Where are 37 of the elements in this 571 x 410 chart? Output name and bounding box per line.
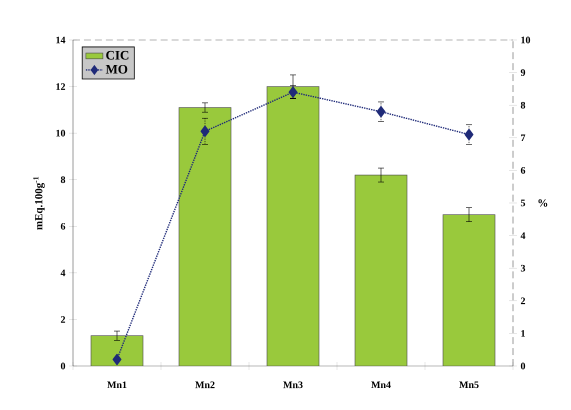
y-tick-label: 0 bbox=[60, 362, 66, 370]
y2-tick-label: 6 bbox=[520, 167, 526, 174]
point bbox=[200, 126, 210, 137]
x-tick-label: Mn1 bbox=[107, 381, 126, 388]
y-tick-label: 6 bbox=[60, 222, 66, 230]
y2-tick-label: 10 bbox=[521, 36, 530, 44]
y2-tick-label: 3 bbox=[520, 264, 526, 272]
y2-axis-title: % bbox=[538, 199, 548, 207]
y-tick-label: 10 bbox=[56, 130, 66, 136]
y2-tick-label: 5 bbox=[520, 200, 526, 206]
y2-tick-label: 7 bbox=[521, 134, 526, 142]
x-tick-label: Mn2 bbox=[195, 381, 215, 388]
y2-tick-label: 4 bbox=[520, 232, 526, 239]
y2-tick-label: 2 bbox=[520, 298, 526, 304]
bar bbox=[442, 214, 496, 366]
y2-tick-label: 1 bbox=[521, 330, 525, 337]
point bbox=[112, 354, 122, 366]
y-axis-title: mEq.100g$^{-1}$ bbox=[33, 176, 45, 230]
bar bbox=[91, 336, 143, 366]
legend-label: MO bbox=[106, 64, 128, 74]
y2-tick-label: 9 bbox=[520, 69, 526, 76]
x-tick-label: Mn3 bbox=[283, 381, 303, 388]
bar bbox=[355, 175, 407, 366]
y2-tick-label: 0 bbox=[520, 362, 526, 370]
point bbox=[464, 128, 474, 140]
y2-tick-label: 8 bbox=[520, 102, 526, 109]
legend-label: CIC bbox=[106, 50, 128, 60]
x-tick-label: Mn4 bbox=[371, 381, 391, 388]
bar bbox=[179, 108, 231, 366]
x-tick-label: Mn5 bbox=[459, 381, 479, 388]
y-tick-label: 4 bbox=[60, 270, 66, 276]
bar bbox=[267, 86, 319, 366]
y-tick-label: 2 bbox=[60, 316, 66, 323]
y-tick-label: 8 bbox=[60, 176, 66, 184]
y-tick-label: 14 bbox=[56, 36, 66, 44]
point bbox=[376, 106, 386, 118]
y-tick-label: 12 bbox=[56, 83, 66, 90]
